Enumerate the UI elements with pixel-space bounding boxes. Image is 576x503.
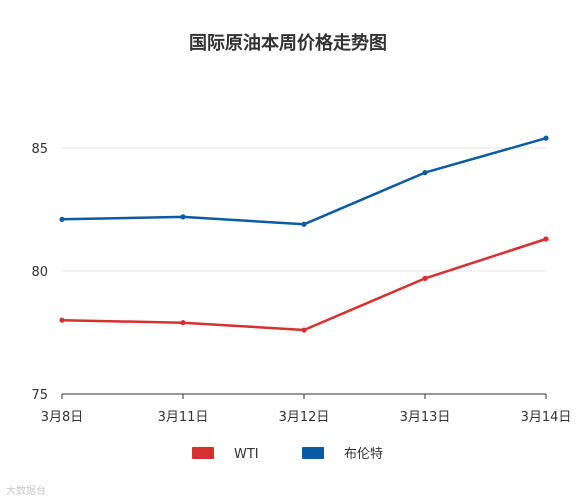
gridlines <box>62 147 546 272</box>
data-point <box>59 317 65 323</box>
x-tick-label: 3月12日 <box>279 410 330 425</box>
legend-label: 布伦特 <box>344 447 383 462</box>
x-tick-label: 3月8日 <box>41 410 84 425</box>
data-point <box>543 236 549 242</box>
y-tick-label: 80 <box>31 265 48 280</box>
legend-label: WTI <box>234 447 259 462</box>
data-point <box>422 170 428 176</box>
axes: 75 80 85 3月8日 3月11日 3月12日 3月13日 3月14日 <box>31 142 571 425</box>
series-layer <box>59 135 549 333</box>
legend-swatch <box>302 447 324 459</box>
x-tick-label: 3月14日 <box>521 410 572 425</box>
series-line-1 <box>60 136 548 226</box>
x-tick-label: 3月13日 <box>400 410 451 425</box>
data-point <box>180 214 186 220</box>
data-point <box>543 135 549 141</box>
data-point <box>422 275 428 281</box>
data-point <box>180 320 186 326</box>
data-point <box>301 221 307 227</box>
legend-swatch <box>192 447 214 459</box>
y-tick-label: 75 <box>31 388 48 403</box>
legend: WTI 布伦特 <box>192 447 383 462</box>
data-point <box>301 327 307 333</box>
series-line-0 <box>60 237 548 332</box>
y-tick-label: 85 <box>31 142 48 157</box>
data-point <box>59 216 65 222</box>
x-tick-label: 3月11日 <box>158 410 209 425</box>
chart-title: 国际原油本周价格走势图 <box>189 32 387 54</box>
watermark: 大数据台 <box>6 486 46 497</box>
